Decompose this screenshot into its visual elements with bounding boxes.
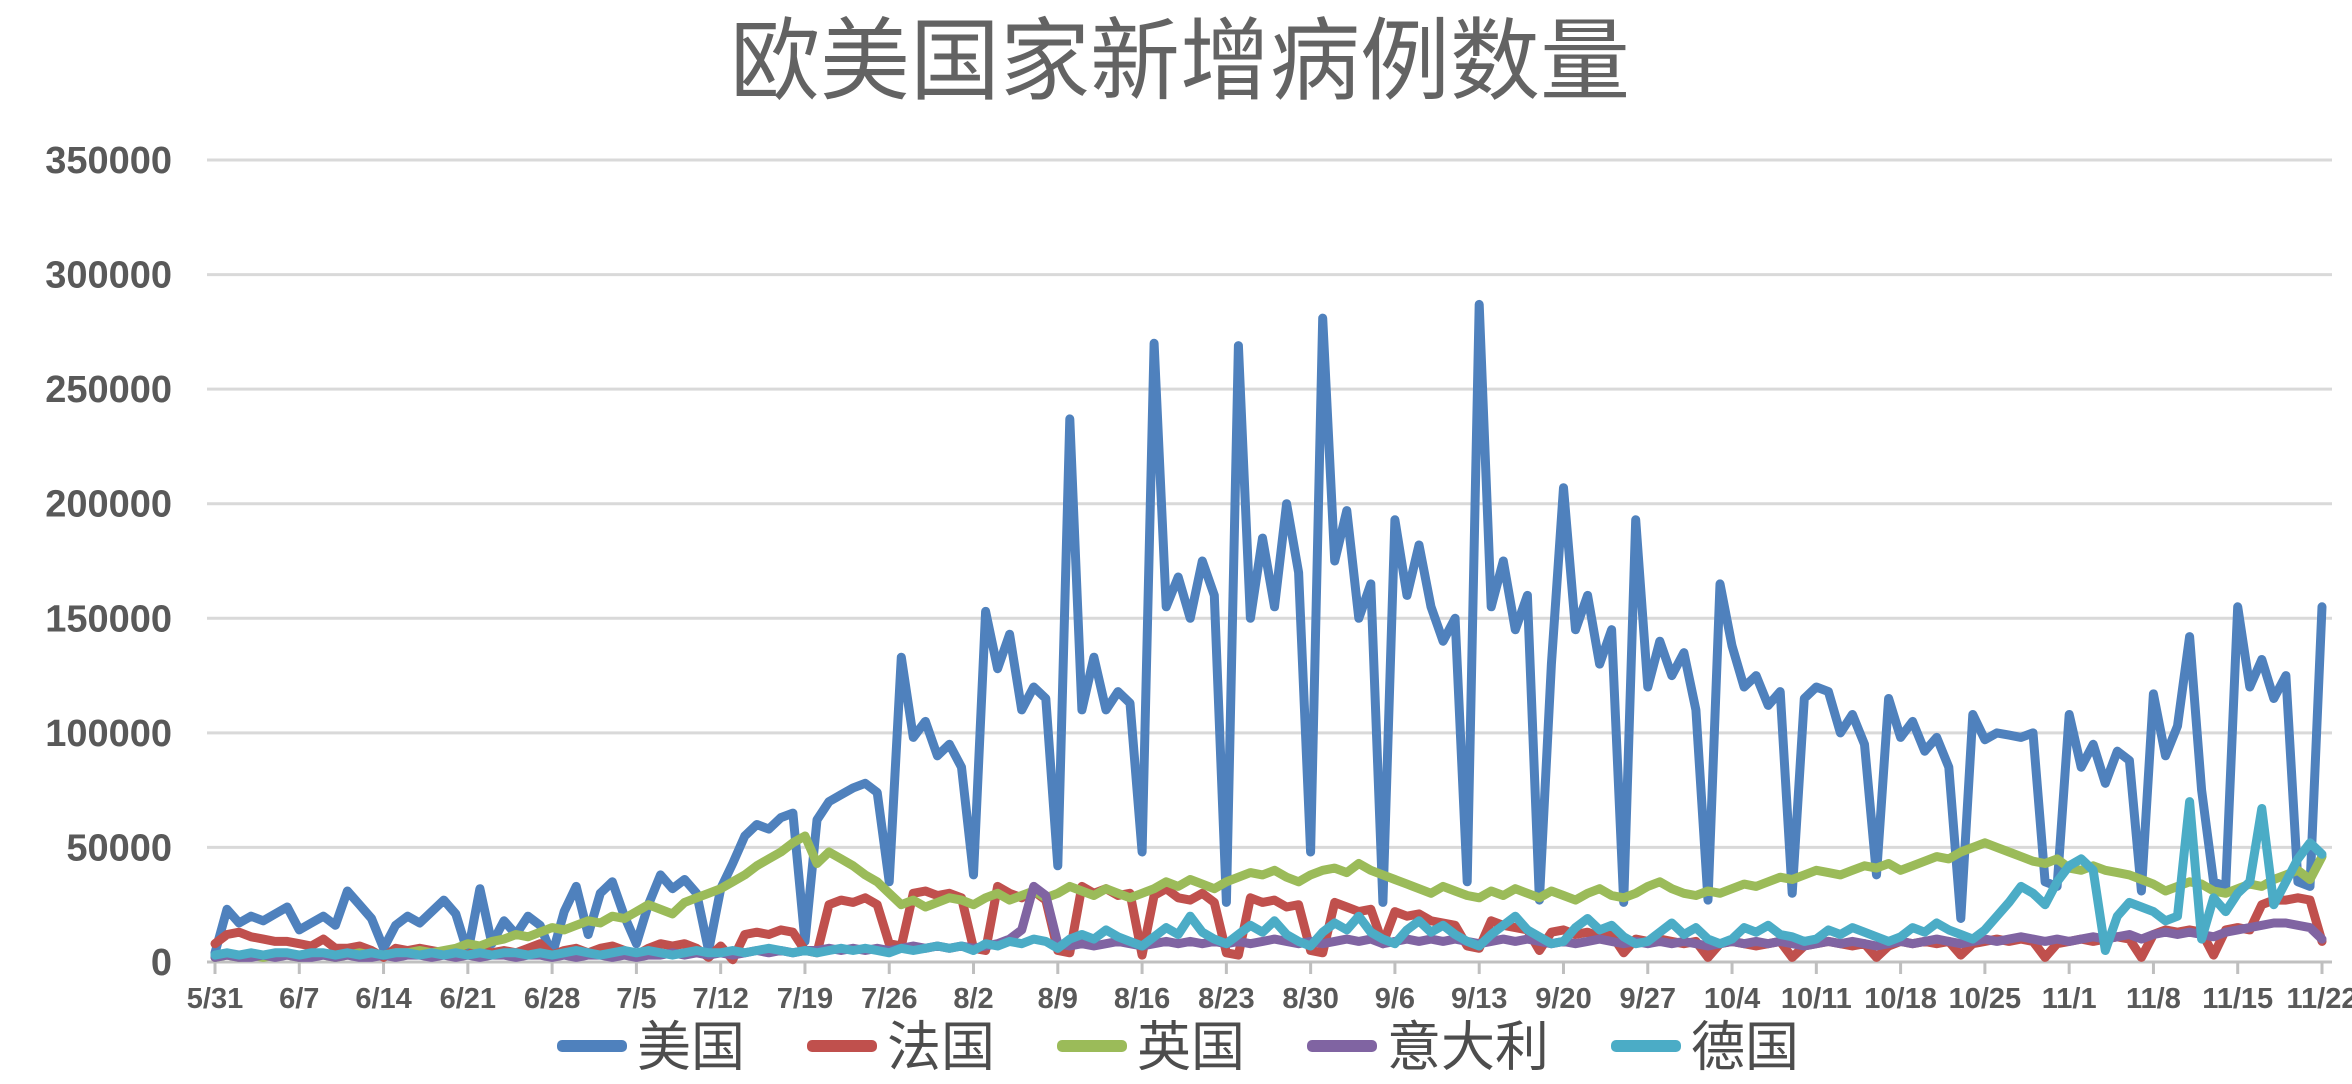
legend-item-germany: 德国 — [1611, 1015, 1799, 1078]
series-line-germany — [210, 797, 2327, 960]
legend-item-italy: 意大利 — [1307, 1015, 1549, 1078]
x-axis-tick-label: 7/5 — [616, 983, 656, 1015]
x-axis-tick-label: 11/15 — [2202, 983, 2273, 1015]
x-axis-tick-label: 10/18 — [1864, 983, 1937, 1015]
legend-swatch-germany — [1611, 1040, 1681, 1052]
y-axis-tick-label: 250000 — [45, 369, 172, 411]
legend: 美国 法国 英国 意大利 德国 — [557, 1015, 1799, 1078]
legend-item-uk: 英国 — [1057, 1015, 1245, 1078]
y-axis-tick-label: 50000 — [66, 827, 172, 869]
x-axis-tick-label: 9/13 — [1451, 983, 1507, 1015]
x-axis-tick-label: 9/6 — [1375, 983, 1415, 1015]
x-axis-tick-label: 8/16 — [1114, 983, 1170, 1015]
x-axis-tick-label: 8/9 — [1038, 983, 1078, 1015]
legend-swatch-italy — [1307, 1040, 1377, 1052]
x-axis-tick-label: 11/22 — [2287, 983, 2352, 1015]
x-axis-tick-label: 6/14 — [355, 983, 411, 1015]
x-axis-labels: 5/31 6/7 6/14 6/21 6/28 7/5 7/12 7/19 7/26 8/2 8/9… — [187, 983, 2352, 1015]
legend-swatch-usa — [557, 1040, 627, 1052]
x-axis-tick-label: 5/31 — [187, 983, 243, 1015]
x-axis-tick-label: 7/12 — [692, 983, 748, 1015]
chart-title: 欧美国家新增病例数量 — [730, 9, 1630, 114]
legend-label-italy: 意大利 — [1387, 1015, 1549, 1078]
x-axis-tick-label: 7/26 — [861, 983, 917, 1015]
y-axis-tick-label: 200000 — [45, 484, 172, 526]
legend-label-france: 法国 — [887, 1015, 995, 1078]
x-axis-tick-label: 8/2 — [953, 983, 993, 1015]
y-axis-tick-label: 150000 — [45, 598, 172, 640]
legend-label-germany: 德国 — [1691, 1015, 1799, 1078]
legend-label-usa: 美国 — [637, 1015, 745, 1078]
x-axis — [213, 962, 2324, 974]
x-axis-tick-label: 6/28 — [524, 983, 580, 1015]
gridlines — [207, 158, 2332, 964]
x-axis-tick-label: 11/8 — [2126, 983, 2181, 1015]
y-axis-tick-label: 0 — [151, 942, 172, 984]
x-axis-tick-label: 11/1 — [2042, 983, 2097, 1015]
x-axis-tick-label: 10/4 — [1704, 983, 1760, 1015]
x-axis-tick-label: 6/7 — [279, 983, 319, 1015]
x-axis-tick-label: 9/20 — [1535, 983, 1591, 1015]
legend-item-france: 法国 — [807, 1015, 995, 1078]
series-line-uk — [210, 831, 2327, 962]
y-axis-tick-label: 350000 — [45, 140, 172, 182]
x-axis-tick-label: 8/30 — [1282, 983, 1338, 1015]
legend-item-usa: 美国 — [557, 1015, 745, 1078]
y-axis-labels: 0 50000 100000 150000 200000 250000 300000 3500… — [45, 140, 172, 984]
x-axis-tick-label: 10/11 — [1781, 983, 1852, 1015]
x-axis-tick-label: 10/25 — [1949, 983, 2022, 1015]
series-line-usa — [210, 299, 2327, 960]
x-axis-tick-label: 7/19 — [777, 983, 833, 1015]
legend-swatch-france — [807, 1040, 877, 1052]
legend-label-uk: 英国 — [1137, 1015, 1245, 1078]
series-lines — [210, 299, 2327, 965]
x-axis-tick-label: 6/21 — [440, 983, 496, 1015]
x-axis-tick-label: 8/23 — [1198, 983, 1254, 1015]
y-axis-tick-label: 100000 — [45, 713, 172, 755]
x-axis-tick-label: 9/27 — [1620, 983, 1676, 1015]
legend-swatch-uk — [1057, 1040, 1127, 1052]
y-axis-tick-label: 300000 — [45, 255, 172, 297]
